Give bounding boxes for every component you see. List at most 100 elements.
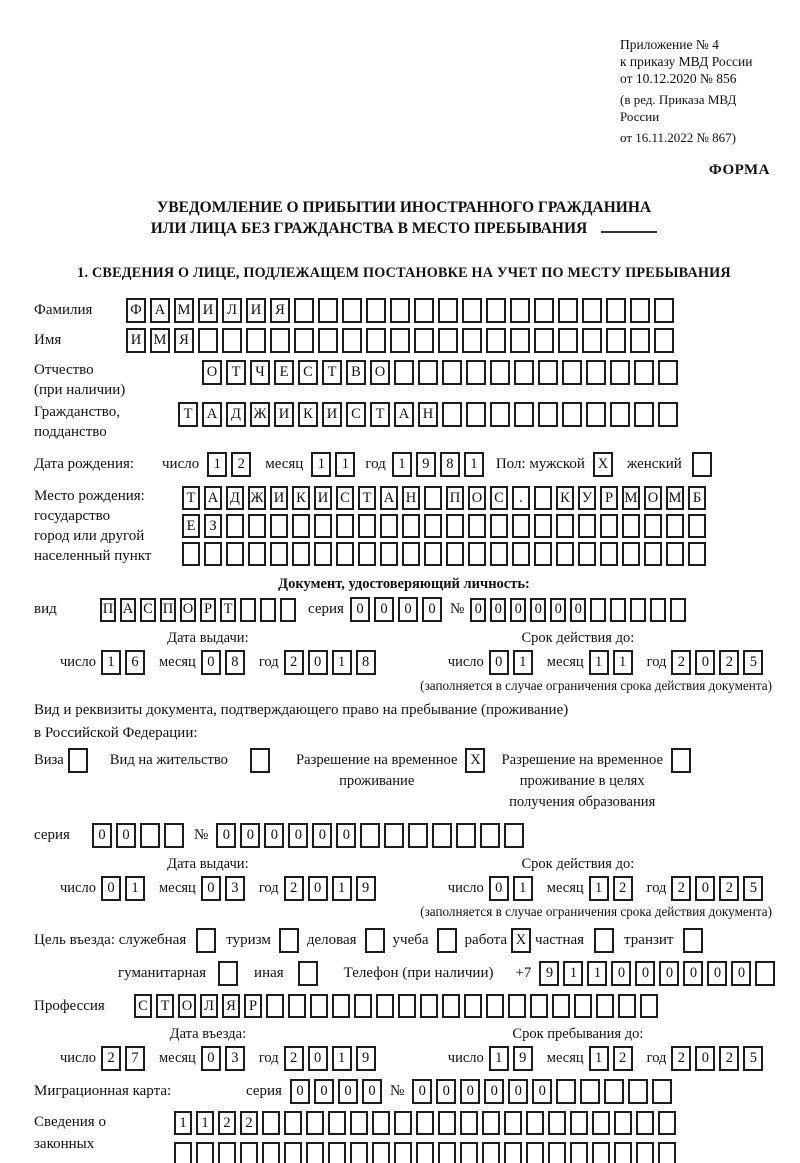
cell[interactable]: [182, 542, 200, 566]
cell[interactable]: [438, 328, 458, 353]
purpose-humanitarian-checkbox[interactable]: [218, 961, 239, 986]
cell[interactable]: [460, 1142, 478, 1163]
cell[interactable]: М: [622, 486, 640, 510]
cell[interactable]: [534, 514, 552, 538]
cell[interactable]: [198, 328, 218, 353]
cell[interactable]: 0: [611, 961, 632, 986]
cell[interactable]: [586, 360, 606, 385]
cell[interactable]: 1: [612, 650, 633, 675]
cell[interactable]: 1: [174, 1111, 192, 1135]
cell[interactable]: 0: [288, 823, 309, 848]
cell[interactable]: К: [292, 486, 310, 510]
cell[interactable]: [366, 328, 386, 353]
cell[interactable]: 1: [100, 650, 121, 675]
cell[interactable]: [424, 542, 442, 566]
cell[interactable]: [292, 514, 310, 538]
cell[interactable]: Н: [402, 486, 420, 510]
cell[interactable]: И: [322, 402, 342, 427]
cell[interactable]: Б: [688, 486, 706, 510]
cell[interactable]: П: [160, 597, 176, 622]
cell[interactable]: [548, 1142, 566, 1163]
purpose-transit-checkbox[interactable]: [683, 928, 704, 953]
cell[interactable]: Т: [156, 994, 174, 1018]
cell[interactable]: [462, 328, 482, 353]
cell[interactable]: [464, 994, 482, 1018]
cell[interactable]: С: [336, 486, 354, 510]
cell[interactable]: [590, 597, 607, 622]
cell[interactable]: [424, 486, 442, 510]
cell[interactable]: [691, 452, 712, 477]
cell[interactable]: [578, 514, 596, 538]
cell[interactable]: [394, 1142, 412, 1163]
cell[interactable]: 2: [719, 876, 740, 901]
cell[interactable]: 1: [463, 452, 484, 477]
cell[interactable]: Т: [182, 486, 200, 510]
cell[interactable]: [318, 328, 338, 353]
cell[interactable]: [394, 1111, 412, 1135]
cell[interactable]: 8: [439, 452, 460, 477]
cell[interactable]: 0: [361, 1079, 382, 1104]
cell[interactable]: Р: [600, 486, 618, 510]
cell[interactable]: [380, 542, 398, 566]
cell[interactable]: [538, 402, 558, 427]
cell[interactable]: [314, 542, 332, 566]
cell[interactable]: [342, 298, 362, 323]
cell[interactable]: [310, 994, 328, 1018]
cell[interactable]: 2: [671, 876, 692, 901]
cell[interactable]: Д: [226, 402, 246, 427]
cell[interactable]: [658, 402, 678, 427]
cell[interactable]: [570, 1142, 588, 1163]
cell[interactable]: 0: [707, 961, 728, 986]
cell[interactable]: [262, 1142, 280, 1163]
visa-checkbox[interactable]: [67, 748, 88, 773]
cell[interactable]: 0: [484, 1079, 505, 1104]
cell[interactable]: 5: [743, 876, 764, 901]
cell[interactable]: [592, 1111, 610, 1135]
cell[interactable]: [630, 597, 647, 622]
cell[interactable]: [248, 514, 266, 538]
cell[interactable]: 0: [336, 823, 357, 848]
cell[interactable]: [654, 298, 674, 323]
cell[interactable]: 0: [470, 597, 487, 622]
cell[interactable]: [336, 542, 354, 566]
cell[interactable]: [556, 514, 574, 538]
cell[interactable]: О: [178, 994, 196, 1018]
cell[interactable]: 1: [311, 452, 332, 477]
cell[interactable]: [164, 823, 184, 848]
cell[interactable]: И: [126, 328, 146, 353]
cell[interactable]: [336, 514, 354, 538]
cell[interactable]: 9: [415, 452, 436, 477]
cell[interactable]: [408, 823, 429, 848]
cell[interactable]: [394, 360, 414, 385]
cell[interactable]: 0: [488, 650, 509, 675]
purpose-study-checkbox[interactable]: [436, 928, 457, 953]
cell[interactable]: 0: [307, 1046, 328, 1071]
cell[interactable]: [610, 360, 630, 385]
purpose-business-checkbox[interactable]: [364, 928, 385, 953]
cell[interactable]: 7: [124, 1046, 145, 1071]
cell[interactable]: [240, 1142, 258, 1163]
cell[interactable]: 5: [743, 650, 764, 675]
cell[interactable]: В: [346, 360, 366, 385]
cell[interactable]: 1: [335, 452, 356, 477]
cell[interactable]: 0: [240, 823, 261, 848]
cell[interactable]: 1: [512, 650, 533, 675]
cell[interactable]: И: [270, 486, 288, 510]
cell[interactable]: [534, 298, 554, 323]
cell[interactable]: [562, 360, 582, 385]
cell[interactable]: [534, 542, 552, 566]
cell[interactable]: 9: [539, 961, 560, 986]
cell[interactable]: [558, 298, 578, 323]
cell[interactable]: [402, 542, 420, 566]
cell[interactable]: [614, 1142, 632, 1163]
cell[interactable]: [446, 514, 464, 538]
